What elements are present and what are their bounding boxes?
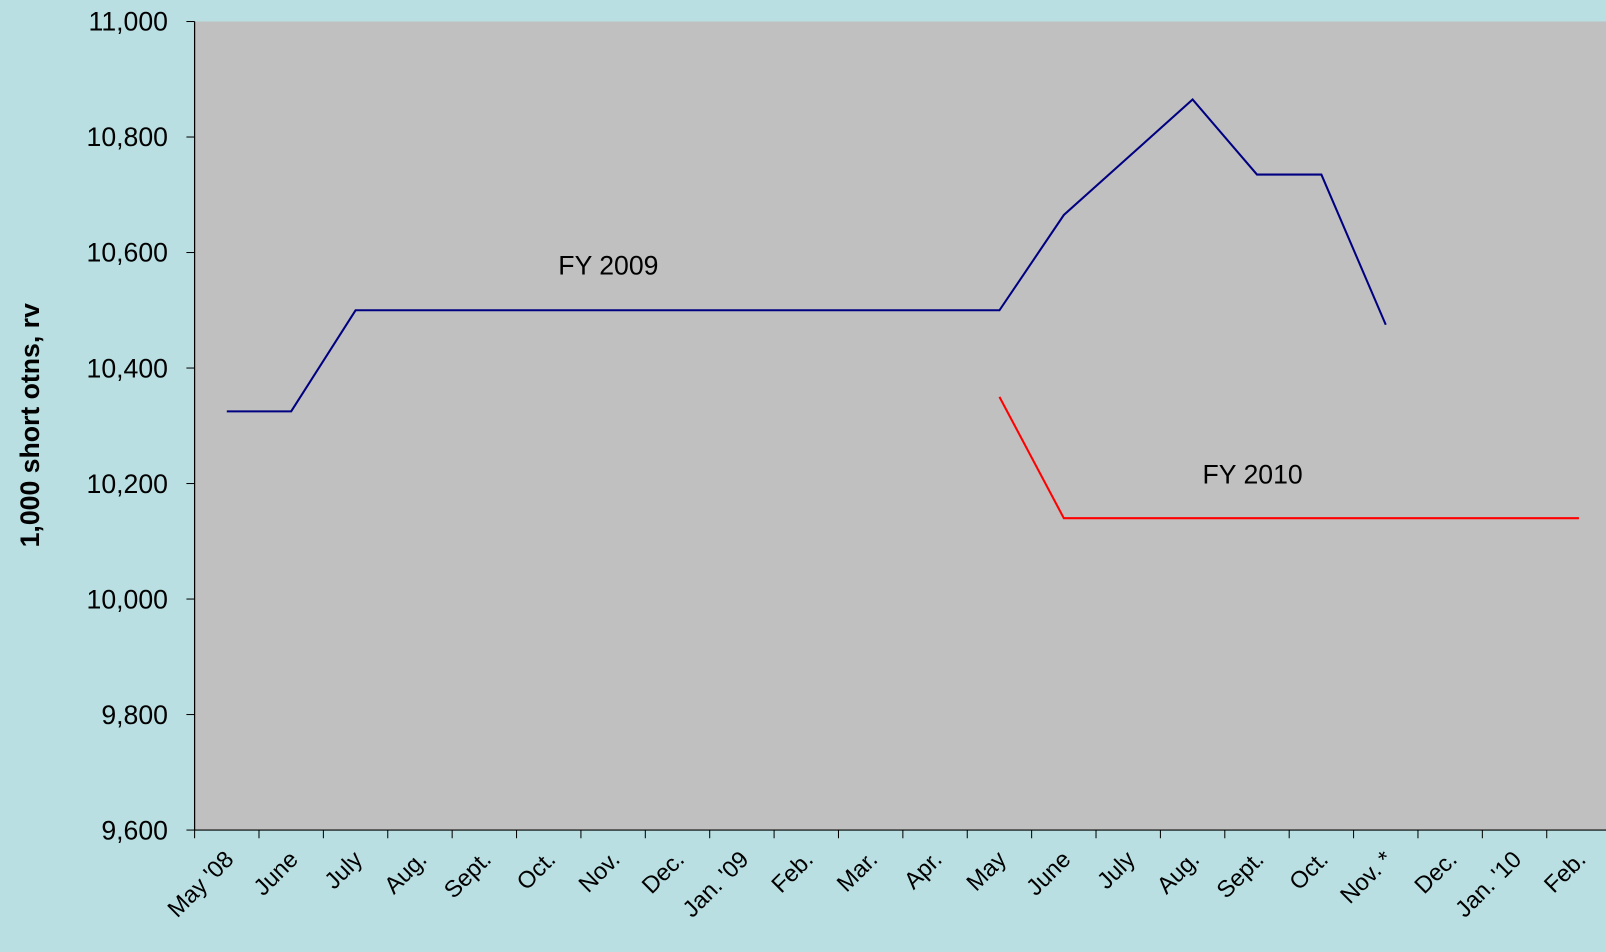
y-tick-label: 10,400: [87, 353, 168, 383]
y-tick-label: 11,000: [89, 7, 168, 37]
y-tick-label: 10,800: [87, 122, 168, 152]
y-tick-label: 10,600: [87, 238, 168, 268]
series-line: [226, 98, 1387, 413]
series-line: [998, 396, 1579, 520]
y-tick-label: 10,000: [87, 584, 168, 614]
series-label: FY 2009: [558, 251, 658, 281]
y-tick-label: 10,200: [87, 469, 168, 499]
series-label: FY 2010: [1203, 460, 1303, 490]
plot-area: [194, 21, 1606, 831]
y-tick-label: 9,800: [101, 700, 168, 730]
y-axis-label: 1,000 short otns, rv: [15, 303, 45, 547]
y-tick-label: 9,600: [101, 815, 168, 845]
